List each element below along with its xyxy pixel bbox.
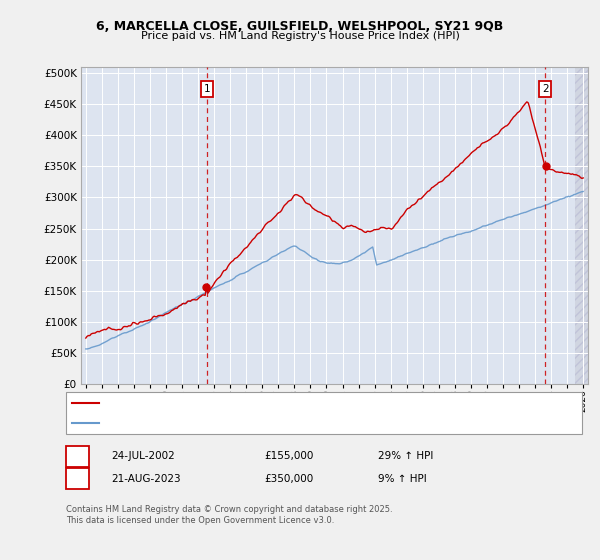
Text: 29% ↑ HPI: 29% ↑ HPI [378,451,433,461]
Text: 2: 2 [74,474,81,484]
Text: Contains HM Land Registry data © Crown copyright and database right 2025.
This d: Contains HM Land Registry data © Crown c… [66,505,392,525]
Text: HPI: Average price, detached house, Powys: HPI: Average price, detached house, Powy… [105,418,316,428]
Text: 1: 1 [74,451,81,461]
Text: £350,000: £350,000 [264,474,313,484]
Bar [575,67,591,384]
Bar [575,67,591,384]
Text: Price paid vs. HM Land Registry's House Price Index (HPI): Price paid vs. HM Land Registry's House … [140,31,460,41]
Text: 24-JUL-2002: 24-JUL-2002 [111,451,175,461]
Text: 6, MARCELLA CLOSE, GUILSFIELD, WELSHPOOL, SY21 9QB: 6, MARCELLA CLOSE, GUILSFIELD, WELSHPOOL… [97,20,503,32]
Text: 2: 2 [542,84,548,94]
Text: 1: 1 [204,84,211,94]
Text: 6, MARCELLA CLOSE, GUILSFIELD, WELSHPOOL, SY21 9QB (detached house): 6, MARCELLA CLOSE, GUILSFIELD, WELSHPOOL… [105,398,479,408]
Text: 9% ↑ HPI: 9% ↑ HPI [378,474,427,484]
Text: 21-AUG-2023: 21-AUG-2023 [111,474,181,484]
Text: £155,000: £155,000 [264,451,313,461]
